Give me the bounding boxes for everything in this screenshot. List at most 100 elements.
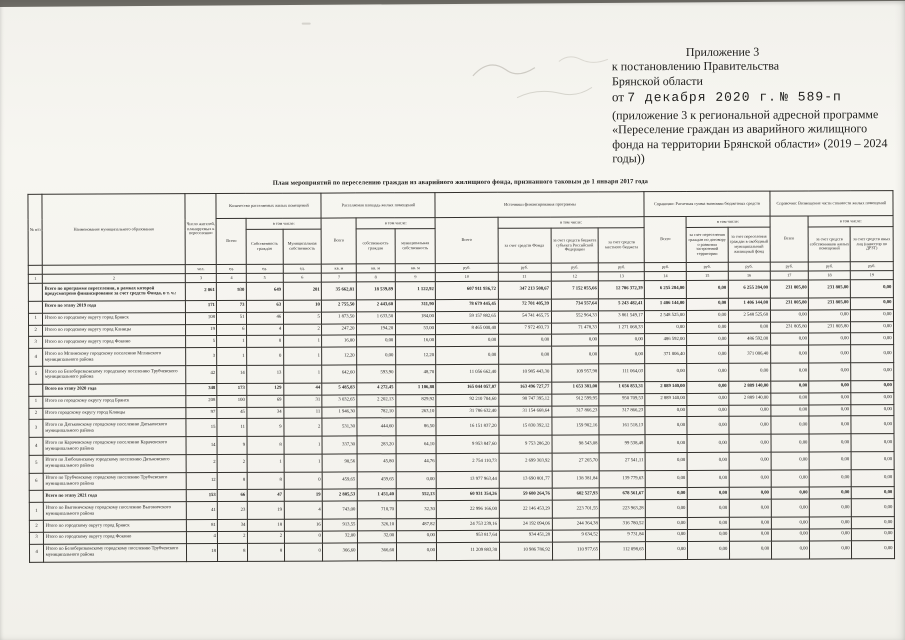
value-cell: 0,00 <box>809 469 852 488</box>
header-cell: Всего <box>644 216 687 263</box>
value-cell: 0,00 <box>770 333 809 346</box>
value-cell: 0,00 <box>356 335 396 348</box>
header-cell: № п/п <box>27 194 43 266</box>
table-title: План мероприятий по переселению граждан … <box>272 178 649 187</box>
row-number-cell: 2 <box>29 520 44 533</box>
table-row: 4 Итого по Белоберезковскому городскому п… <box>29 540 895 562</box>
header-cell: 6 <box>282 273 322 283</box>
value-cell: 108 <box>185 312 217 325</box>
value-cell: 66 <box>217 489 248 502</box>
municipality-name-cell: Всего по этапу 2020 года <box>43 383 186 396</box>
value-cell: 0,00 <box>645 517 688 530</box>
value-cell: 0,00 <box>729 469 771 488</box>
value-cell: 0,00 <box>851 469 895 488</box>
value-cell: 0,00 <box>850 321 894 334</box>
value-cell: 16 151 837,20 <box>436 417 499 436</box>
value-cell: 0,00 <box>808 345 851 363</box>
value-cell: 0,00 <box>687 517 730 530</box>
value-cell: 3 861 549,17 <box>598 310 645 323</box>
value-cell: 244 364,38 <box>551 517 600 530</box>
value-cell: 0,00 <box>809 362 851 381</box>
value-cell: 8 <box>217 472 248 490</box>
value-cell: 0,00 <box>686 298 729 311</box>
value-cell: 0,00 <box>770 362 810 381</box>
value-cell: 0,00 <box>850 392 894 405</box>
value-cell: 371 006,40 <box>728 345 771 364</box>
header-cell: в том числе: <box>356 217 436 229</box>
value-cell: 53,00 <box>395 323 437 336</box>
value-cell: 1 <box>283 365 323 383</box>
row-number-cell: 3 <box>28 336 43 349</box>
value-cell: 593,90 <box>356 364 396 383</box>
row-number-cell: 3 <box>28 419 44 438</box>
value-cell: 0,00 <box>728 434 771 453</box>
header-cell: в том числе: <box>686 216 770 228</box>
header-cell: кв. м <box>321 263 357 274</box>
municipality-name-cell: Итого городскому округу город Клинцы <box>43 407 186 420</box>
header-cell: за счет средств иных лиц (инвестор по ДР… <box>850 226 894 262</box>
value-cell: 0,00 <box>809 487 852 500</box>
value-cell: 263,10 <box>395 406 437 419</box>
value-cell: 45,80 <box>357 453 396 472</box>
value-cell: 0,00 <box>645 452 688 471</box>
value-cell: 138 381,84 <box>551 470 600 489</box>
header-cell: Источники финансирования программы <box>435 191 645 218</box>
value-cell: 100 <box>217 395 247 408</box>
municipality-name-cell: Итого по городскому округу город Фокино <box>43 531 187 545</box>
value-cell: 281 <box>282 282 322 300</box>
value-cell: 8 <box>247 542 285 561</box>
value-cell: 1 <box>283 436 323 455</box>
header-cell: Справочно: Расчетная сумма экономии бюдж… <box>644 191 770 217</box>
value-cell: 0,00 <box>809 499 852 517</box>
value-cell: 1 122,92 <box>395 281 436 300</box>
value-cell: 0,00 <box>809 451 852 470</box>
row-number-cell <box>29 490 44 503</box>
value-cell: 486 592,00 <box>728 333 771 346</box>
value-cell: 184,00 <box>395 311 436 324</box>
municipality-name-cell: Итого по Выгоничскому городскому поселен… <box>43 501 187 521</box>
value-cell: 317 866,23 <box>599 405 646 418</box>
value-cell: 86,50 <box>395 417 437 436</box>
value-cell: 366,60 <box>357 542 397 561</box>
municipality-name-cell: Итого по городскому округу город Клинцы <box>42 324 186 337</box>
value-cell: 48,70 <box>395 364 437 383</box>
value-cell: 710,70 <box>357 500 397 519</box>
value-cell: 0,00 <box>729 540 772 559</box>
value-cell: 444,60 <box>356 418 396 437</box>
value-cell: 486 592,00 <box>644 333 687 346</box>
value-cell: 2 548 525,60 <box>728 309 771 322</box>
value-cell: 32,30 <box>395 500 437 519</box>
value-cell: 3 032,65 <box>322 394 357 407</box>
value-cell: 16 <box>284 519 323 532</box>
value-cell: 9 731,84 <box>599 529 646 542</box>
value-cell: 4 272,45 <box>356 382 396 395</box>
value-cell: 165 044 057,07 <box>436 382 499 395</box>
header-cell: 12 <box>550 271 599 282</box>
value-cell: 22 146 453,29 <box>498 500 552 519</box>
municipality-name-cell: Итого по городскому округу город Брянск <box>42 312 186 325</box>
header-cell: за счет средств Фонда <box>497 228 551 264</box>
to-resolution-line: к постановлению Правительства <box>611 58 780 74</box>
value-cell: 60 931 354,26 <box>436 488 499 501</box>
row-number-cell: 5 <box>28 366 44 385</box>
value-cell: 0,00 <box>851 540 895 559</box>
value-cell: 0,00 <box>396 542 438 561</box>
row-number-cell: 2 <box>28 324 43 337</box>
value-cell: 231 805,80 <box>770 297 809 310</box>
value-cell: 0,00 <box>395 471 437 490</box>
value-cell: 0,00 <box>770 499 810 518</box>
value-cell: 913,55 <box>322 518 358 531</box>
value-cell: 59 680 264,76 <box>498 488 552 501</box>
value-cell: 71 478,33 <box>551 322 600 335</box>
value-cell: 63 <box>246 299 284 313</box>
value-cell: 64,10 <box>395 435 437 454</box>
value-cell: 19 <box>283 489 323 502</box>
header-cell: Расселяемая площадь жилых помещений <box>321 192 436 219</box>
value-cell: 8 <box>247 471 284 490</box>
value-cell: 552,13 <box>395 488 437 501</box>
header-cell: руб. <box>769 261 809 272</box>
municipality-name-cell: Итого по Любохонскому городскому поселен… <box>43 454 187 473</box>
value-cell: 46 <box>246 311 284 324</box>
header-cell: 7 <box>321 272 357 283</box>
